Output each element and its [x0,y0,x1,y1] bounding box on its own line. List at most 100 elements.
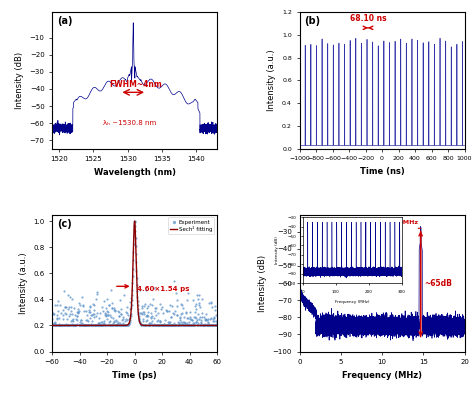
Experiment [167,322,174,329]
Experiment [141,322,148,329]
Experiment [128,301,136,308]
Experiment [64,322,72,329]
Experiment [82,322,89,329]
Experiment [144,313,152,320]
Experiment [55,322,63,329]
Experiment [166,322,173,329]
Experiment [72,322,80,329]
Experiment [151,322,159,329]
Experiment [111,307,119,313]
Experiment [154,322,162,329]
Experiment [138,305,146,311]
Experiment [54,322,62,329]
Sech² fitting [210,323,215,328]
Experiment [104,322,111,329]
Experiment [208,322,216,329]
Experiment [100,297,108,304]
Experiment [54,298,62,304]
Experiment [150,320,158,327]
Experiment [102,311,110,317]
Experiment [165,308,173,314]
Experiment [161,322,168,329]
Experiment [133,275,140,281]
X-axis label: Time (ns): Time (ns) [360,167,404,176]
Experiment [87,320,95,327]
Experiment [157,322,165,329]
Experiment [82,322,90,329]
Experiment [192,315,200,321]
Experiment [143,313,151,319]
Experiment [211,307,219,313]
Experiment [75,300,83,307]
Experiment [93,290,101,297]
Experiment [100,308,107,314]
Experiment [75,322,82,329]
Experiment [168,322,175,329]
Experiment [207,322,214,329]
Experiment [195,292,203,298]
Experiment [137,320,144,326]
Experiment [128,305,135,311]
Experiment [205,322,212,328]
Experiment [51,320,58,326]
Experiment [183,322,191,329]
Experiment [206,322,213,329]
Experiment [116,296,124,303]
Experiment [186,309,193,316]
Experiment [196,322,204,329]
Experiment [155,322,163,329]
Experiment [107,322,115,329]
Experiment [136,318,143,325]
Experiment [66,322,73,329]
Experiment [121,318,129,325]
Experiment [116,322,123,329]
Experiment [134,293,141,300]
Experiment [186,314,194,320]
Experiment [184,315,191,322]
Experiment [192,301,200,308]
Experiment [105,322,112,329]
Experiment [143,312,151,318]
Experiment [72,322,79,329]
Experiment [58,322,66,329]
Experiment [171,278,178,284]
Experiment [91,322,99,329]
Experiment [79,322,87,329]
Experiment [188,317,196,323]
Experiment [148,322,156,329]
Experiment [113,320,120,327]
Experiment [117,322,125,329]
Experiment [213,320,220,326]
Experiment [206,322,214,329]
Experiment [73,322,80,329]
Experiment [183,320,191,327]
Experiment [81,322,89,329]
Experiment [52,319,59,325]
Experiment [85,322,92,329]
Experiment [117,310,124,317]
Sech² fitting [129,284,135,289]
Experiment [183,296,191,303]
Experiment [125,320,133,326]
Experiment [155,322,162,329]
Experiment [147,320,155,326]
Experiment [91,322,99,329]
Experiment [76,302,83,308]
Experiment [170,322,177,329]
Experiment [126,299,134,306]
Experiment [67,318,75,324]
Experiment [169,310,177,317]
Experiment [131,219,138,225]
Experiment [168,322,176,329]
Experiment [112,318,119,325]
Experiment [155,322,163,329]
Experiment [49,311,56,317]
Experiment [107,322,114,329]
Experiment [121,322,128,329]
Experiment [109,314,117,321]
Experiment [164,322,172,329]
Experiment [119,320,127,326]
Experiment [177,301,185,307]
Experiment [196,299,203,306]
Experiment [78,320,86,326]
